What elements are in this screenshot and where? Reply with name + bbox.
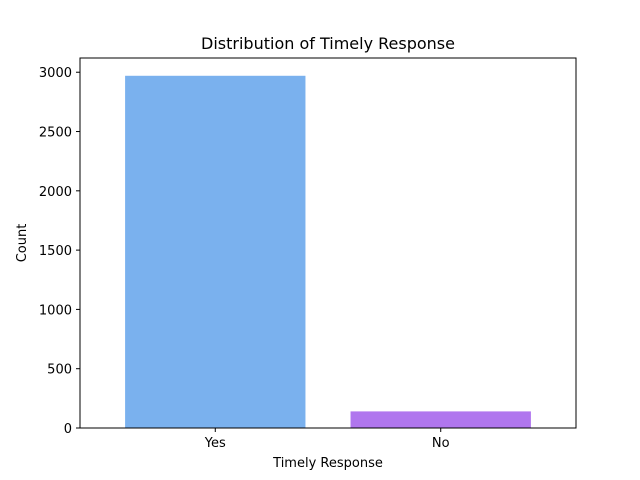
plot-frame bbox=[79, 57, 577, 429]
bar-no bbox=[350, 411, 531, 428]
x-axis-label: Timely Response bbox=[272, 456, 383, 471]
y-axis-label: Count bbox=[15, 224, 30, 263]
y-axis: 0 500 1000 1500 2000 2500 3000 bbox=[39, 66, 80, 437]
chart-title: Distribution of Timely Response bbox=[201, 34, 455, 53]
x-tick-label-no: No bbox=[432, 436, 450, 451]
bar-yes bbox=[125, 75, 306, 429]
y-tick-label: 2500 bbox=[39, 126, 72, 141]
y-tick-label: 1500 bbox=[39, 244, 72, 259]
y-tick-label: 0 bbox=[64, 422, 72, 437]
y-tick-label: 2000 bbox=[39, 185, 72, 200]
x-axis: Yes No bbox=[204, 428, 450, 451]
y-tick-label: 3000 bbox=[39, 66, 72, 81]
bars-group bbox=[125, 75, 531, 429]
y-tick-label: 1000 bbox=[39, 303, 72, 318]
x-tick-label-yes: Yes bbox=[204, 436, 226, 451]
y-tick-label: 500 bbox=[47, 363, 72, 378]
